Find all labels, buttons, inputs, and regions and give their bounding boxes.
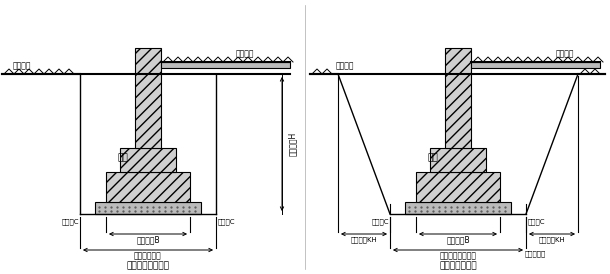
Bar <box>135 48 161 148</box>
Bar <box>405 202 511 214</box>
Text: 放坡宽度KH: 放坡宽度KH <box>539 237 565 243</box>
Bar <box>430 148 486 172</box>
Bar <box>416 172 500 202</box>
Bar <box>445 48 471 148</box>
Text: 基础宽度B: 基础宽度B <box>446 235 470 244</box>
Text: 屎外地坪: 屎外地坪 <box>336 61 354 70</box>
Text: 工作面C: 工作面C <box>61 219 79 225</box>
Text: 放坡的基槽断面: 放坡的基槽断面 <box>439 261 477 270</box>
Bar <box>95 202 201 214</box>
Text: 基础: 基础 <box>118 153 128 162</box>
Text: 基础: 基础 <box>428 153 439 162</box>
Text: 基槽开挖宽度: 基槽开挖宽度 <box>134 252 162 261</box>
Text: 工作面C: 工作面C <box>371 219 389 225</box>
Text: 工作面C: 工作面C <box>217 219 235 225</box>
Bar <box>471 62 600 68</box>
Bar <box>106 172 190 202</box>
Text: 开挖深度H: 开挖深度H <box>288 132 297 156</box>
Text: 工作面C: 工作面C <box>527 219 545 225</box>
Text: 建筑大家园: 建筑大家园 <box>525 251 545 257</box>
Text: 不放坡的基槽断面: 不放坡的基槽断面 <box>126 261 170 270</box>
Text: 屎外地坪: 屎外地坪 <box>13 61 31 70</box>
Bar <box>161 62 290 68</box>
Text: 基槽基底开挖宽度: 基槽基底开挖宽度 <box>439 252 476 261</box>
Text: 基础宽度B: 基础宽度B <box>136 235 160 244</box>
Text: 屎内地坪: 屎内地坪 <box>556 50 574 59</box>
Bar <box>120 148 176 172</box>
Text: 放坡宽度KH: 放坡宽度KH <box>351 237 378 243</box>
Text: 屎内地坪: 屎内地坪 <box>235 50 254 59</box>
